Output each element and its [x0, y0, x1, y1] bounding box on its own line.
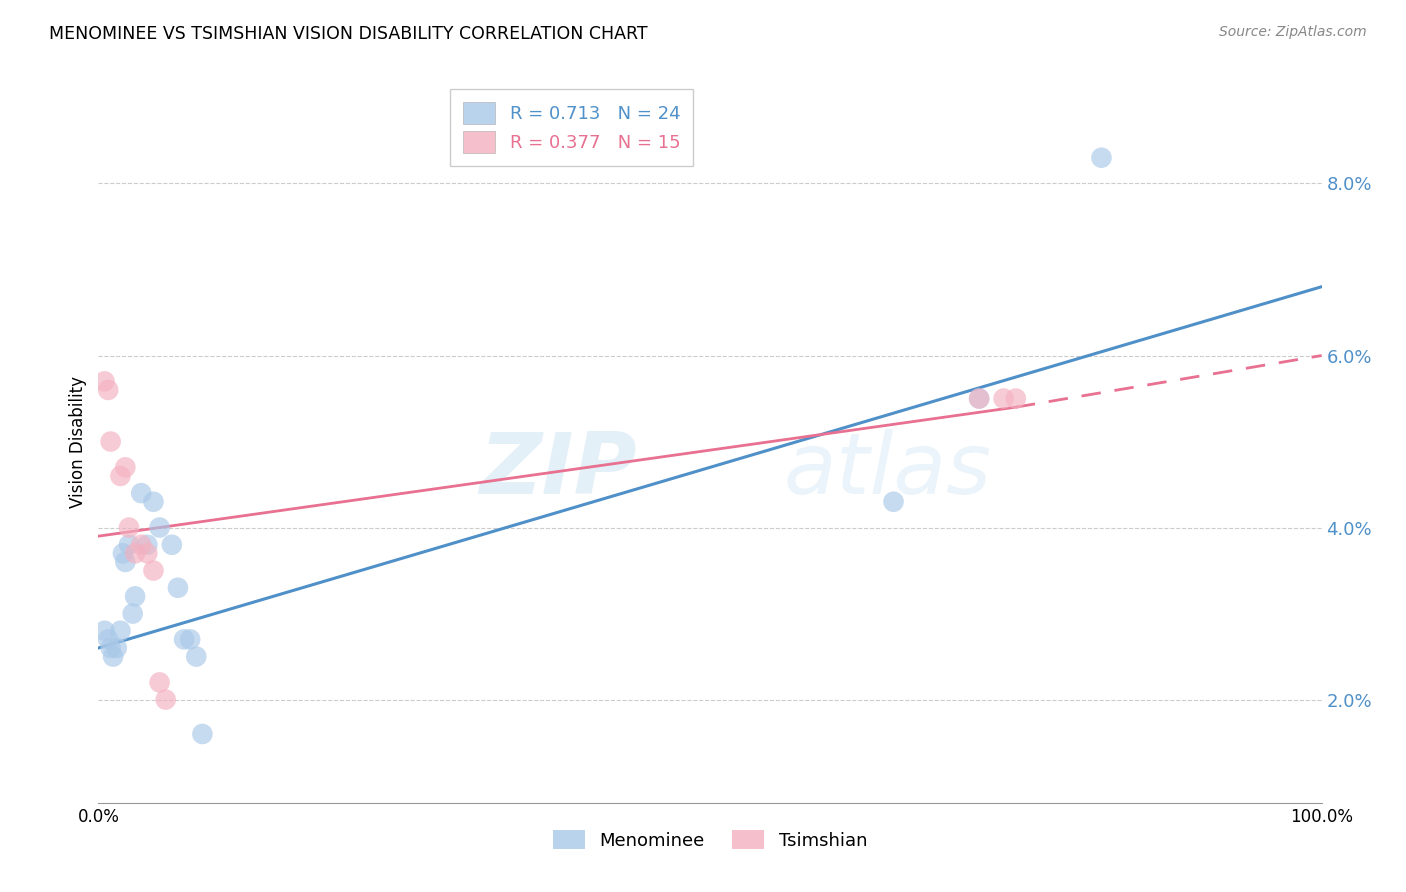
Point	[114, 460, 136, 475]
Point	[1090, 151, 1112, 165]
Point	[111, 546, 134, 560]
Point	[129, 538, 152, 552]
Point	[179, 632, 201, 647]
Point	[110, 469, 132, 483]
Point	[93, 374, 115, 388]
Point	[167, 581, 190, 595]
Point	[173, 632, 195, 647]
Text: MENOMINEE VS TSIMSHIAN VISION DISABILITY CORRELATION CHART: MENOMINEE VS TSIMSHIAN VISION DISABILITY…	[49, 25, 648, 43]
Point	[129, 486, 152, 500]
Point	[967, 392, 990, 406]
Point	[97, 383, 120, 397]
Point	[993, 392, 1015, 406]
Point	[118, 520, 141, 534]
Point	[121, 607, 143, 621]
Point	[136, 538, 159, 552]
Point	[124, 590, 146, 604]
Point	[97, 632, 120, 647]
Point	[191, 727, 214, 741]
Point	[100, 434, 122, 449]
Point	[114, 555, 136, 569]
Point	[186, 649, 208, 664]
Point	[136, 546, 159, 560]
Point	[1004, 392, 1026, 406]
Point	[101, 649, 124, 664]
Point	[142, 564, 165, 578]
Point	[967, 392, 990, 406]
Point	[105, 640, 128, 655]
Point	[160, 538, 183, 552]
Point	[155, 692, 177, 706]
Text: atlas: atlas	[783, 429, 991, 512]
Text: Source: ZipAtlas.com: Source: ZipAtlas.com	[1219, 25, 1367, 39]
Point	[149, 520, 172, 534]
Point	[110, 624, 132, 638]
Point	[118, 538, 141, 552]
Point	[149, 675, 172, 690]
Y-axis label: Vision Disability: Vision Disability	[69, 376, 87, 508]
Point	[100, 640, 122, 655]
Point	[883, 494, 905, 508]
Point	[93, 624, 115, 638]
Point	[124, 546, 146, 560]
Legend: Menominee, Tsimshian: Menominee, Tsimshian	[544, 822, 876, 859]
Point	[142, 494, 165, 508]
Text: ZIP: ZIP	[479, 429, 637, 512]
